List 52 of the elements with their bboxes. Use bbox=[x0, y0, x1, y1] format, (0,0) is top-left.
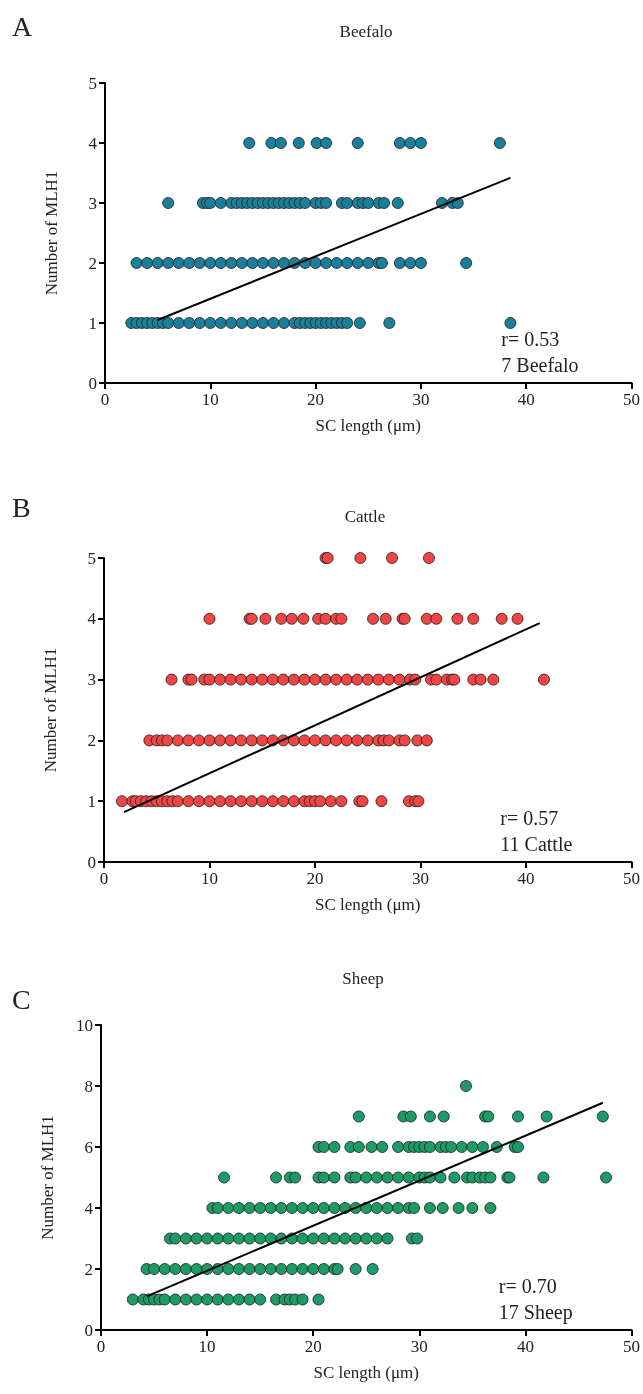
text: A bbox=[12, 10, 33, 42]
y-tick-label: 4 bbox=[87, 609, 97, 629]
chart-title: Sheep bbox=[342, 969, 384, 988]
x-tick-label: 40 bbox=[517, 390, 535, 409]
annotation: r= 0.53 bbox=[501, 328, 560, 350]
text: C bbox=[12, 983, 31, 1015]
x-tick-label: 10 bbox=[201, 869, 218, 888]
x-tick-label: 20 bbox=[304, 1337, 322, 1356]
annotation: r= 0.70 bbox=[498, 1275, 557, 1297]
annotation: r= 0.57 bbox=[500, 807, 559, 829]
x-tick-label: 30 bbox=[412, 869, 429, 888]
x-tick-label: 20 bbox=[306, 869, 324, 888]
y-tick-label: 4 bbox=[84, 1198, 94, 1218]
annotation: 17 Sheep bbox=[498, 1301, 573, 1324]
y-tick-label: 5 bbox=[88, 73, 97, 93]
y-tick-label: 3 bbox=[88, 193, 97, 213]
text: B bbox=[12, 491, 31, 523]
x-tick-label: 50 bbox=[623, 1337, 640, 1356]
x-tick-label: 50 bbox=[623, 390, 640, 409]
chart-title: Cattle bbox=[344, 507, 386, 526]
y-axis-title: Number of MLH1 bbox=[38, 1115, 57, 1240]
y-tick-label: 10 bbox=[76, 1015, 93, 1035]
y-tick-label: 5 bbox=[87, 548, 96, 568]
x-tick-label: 10 bbox=[201, 390, 219, 409]
x-tick-label: 10 bbox=[198, 1337, 216, 1356]
annotation: 11 Cattle bbox=[500, 833, 573, 855]
x-tick-label: 0 bbox=[100, 390, 110, 409]
x-tick-label: 30 bbox=[410, 1337, 428, 1356]
y-tick-label: 6 bbox=[84, 1137, 93, 1157]
y-tick-label: 4 bbox=[88, 133, 98, 153]
x-tick-label: 30 bbox=[412, 390, 430, 409]
y-axis-title: Number of MLH1 bbox=[41, 647, 60, 773]
y-tick-label: 0 bbox=[87, 852, 96, 872]
annotation: 7 Beefalo bbox=[501, 354, 579, 376]
y-axis-title: Number of MLH1 bbox=[42, 170, 61, 296]
y-tick-label: 1 bbox=[88, 313, 97, 333]
x-axis-title: SC length (μm) bbox=[315, 895, 421, 914]
y-tick-label: 0 bbox=[84, 1320, 93, 1340]
x-axis-title: SC length (μm) bbox=[313, 1363, 419, 1382]
y-tick-label: 8 bbox=[84, 1076, 93, 1096]
x-tick-label: 20 bbox=[307, 390, 325, 409]
y-tick-label: 1 bbox=[87, 791, 96, 811]
y-tick-label: 2 bbox=[87, 730, 96, 750]
x-tick-label: 40 bbox=[517, 869, 535, 888]
chart-title: Beefalo bbox=[339, 22, 393, 41]
x-tick-label: 50 bbox=[623, 869, 640, 888]
x-tick-label: 40 bbox=[516, 1337, 534, 1356]
y-tick-label: 2 bbox=[84, 1259, 93, 1279]
y-tick-label: 2 bbox=[88, 253, 97, 273]
y-tick-label: 3 bbox=[87, 670, 96, 690]
y-tick-label: 0 bbox=[88, 373, 97, 393]
x-axis-title: SC length (μm) bbox=[315, 416, 421, 435]
